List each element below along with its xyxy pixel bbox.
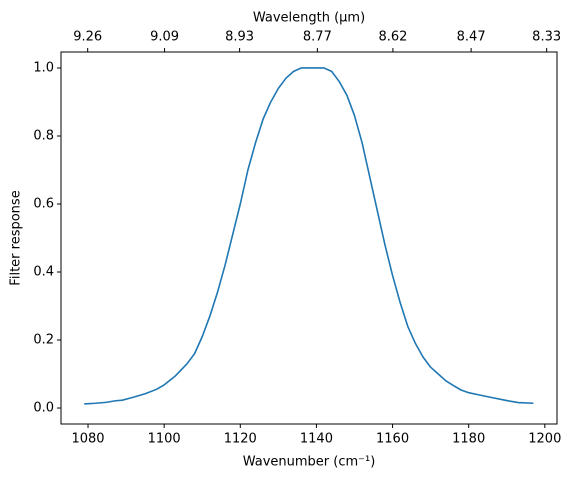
x-axis-label: Wavenumber (cm⁻¹) xyxy=(243,455,376,470)
x2-tick-label: 9.26 xyxy=(73,30,102,45)
x2-tick-label: 8.62 xyxy=(378,30,407,45)
x-tick-label: 1080 xyxy=(71,432,104,447)
x-tick-label: 1160 xyxy=(376,432,409,447)
x-tick-label: 1100 xyxy=(148,432,181,447)
line xyxy=(84,67,534,405)
y-tick-label: 0.4 xyxy=(33,265,54,280)
x-tick-label: 1200 xyxy=(528,432,561,447)
x2-axis-label: Wavelength (μm) xyxy=(253,11,365,26)
y-tick-label: 0.6 xyxy=(33,196,54,211)
y-axis-label: Filter response xyxy=(9,190,24,285)
x2-tick-label: 8.93 xyxy=(225,30,254,45)
x-tick-label: 1180 xyxy=(452,432,485,447)
x-tick-label: 1140 xyxy=(300,432,333,447)
x-tick-label: 1120 xyxy=(224,432,257,447)
x2-tick-label: 8.33 xyxy=(532,30,561,45)
y-tick-label: 0.8 xyxy=(33,128,54,143)
y-tick-label: 0.0 xyxy=(33,401,54,416)
y-tick-label: 1.0 xyxy=(33,60,54,75)
x2-tick-label: 8.47 xyxy=(457,30,486,45)
plot-frame xyxy=(60,51,558,425)
y-tick-label: 0.2 xyxy=(33,333,54,348)
x2-tick-label: 9.09 xyxy=(150,30,179,45)
x2-tick-label: 8.77 xyxy=(303,30,332,45)
